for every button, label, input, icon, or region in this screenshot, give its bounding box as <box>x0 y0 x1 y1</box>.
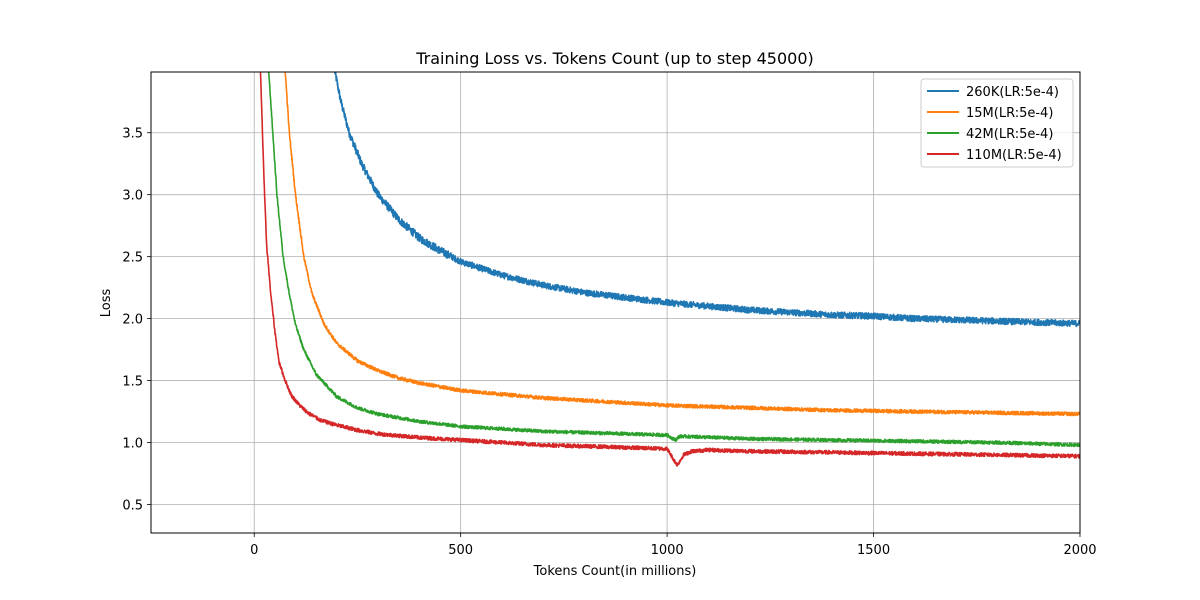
y-tick-label: 1.0 <box>122 437 143 452</box>
series-lines <box>259 72 1080 467</box>
series-line-3 <box>259 72 1080 467</box>
y-tick-label: 2.0 <box>122 313 143 328</box>
y-tick-label: 1.5 <box>122 375 143 390</box>
axis-ticks: 0 500 1000 1500 2000 0.5 1.0 1.5 2.0 2.5 3.0 3.5 <box>122 127 1096 558</box>
y-axis-label: Loss <box>99 289 114 318</box>
legend-label-42m: 42M(LR:5e-4) <box>966 127 1053 142</box>
series-line-1 <box>284 72 1080 417</box>
legend: 260K(LR:5e-4) 15M(LR:5e-4) 42M(LR:5e-4) … <box>920 78 1074 168</box>
series-line-2 <box>267 72 1080 448</box>
x-tick-label: 500 <box>448 543 473 558</box>
x-tick-label: 2000 <box>1063 543 1096 558</box>
legend-label-15m: 15M(LR:5e-4) <box>966 106 1053 121</box>
legend-label-260k: 260K(LR:5e-4) <box>966 85 1059 100</box>
x-tick-label: 0 <box>250 543 258 558</box>
x-tick-label: 1500 <box>857 543 890 558</box>
x-axis-label: Tokens Count(in millions) <box>533 564 697 579</box>
chart-title: Training Loss vs. Tokens Count (up to st… <box>415 49 814 68</box>
plot-frame <box>150 71 1081 534</box>
x-tick-label: 1000 <box>651 543 684 558</box>
y-tick-label: 3.5 <box>122 127 143 142</box>
series-line-0 <box>334 72 1080 328</box>
legend-box <box>920 78 1074 168</box>
y-tick-label: 3.0 <box>122 189 143 204</box>
legend-label-110m: 110M(LR:5e-4) <box>966 148 1062 163</box>
y-tick-label: 0.5 <box>122 498 143 513</box>
y-tick-label: 2.5 <box>122 251 143 266</box>
